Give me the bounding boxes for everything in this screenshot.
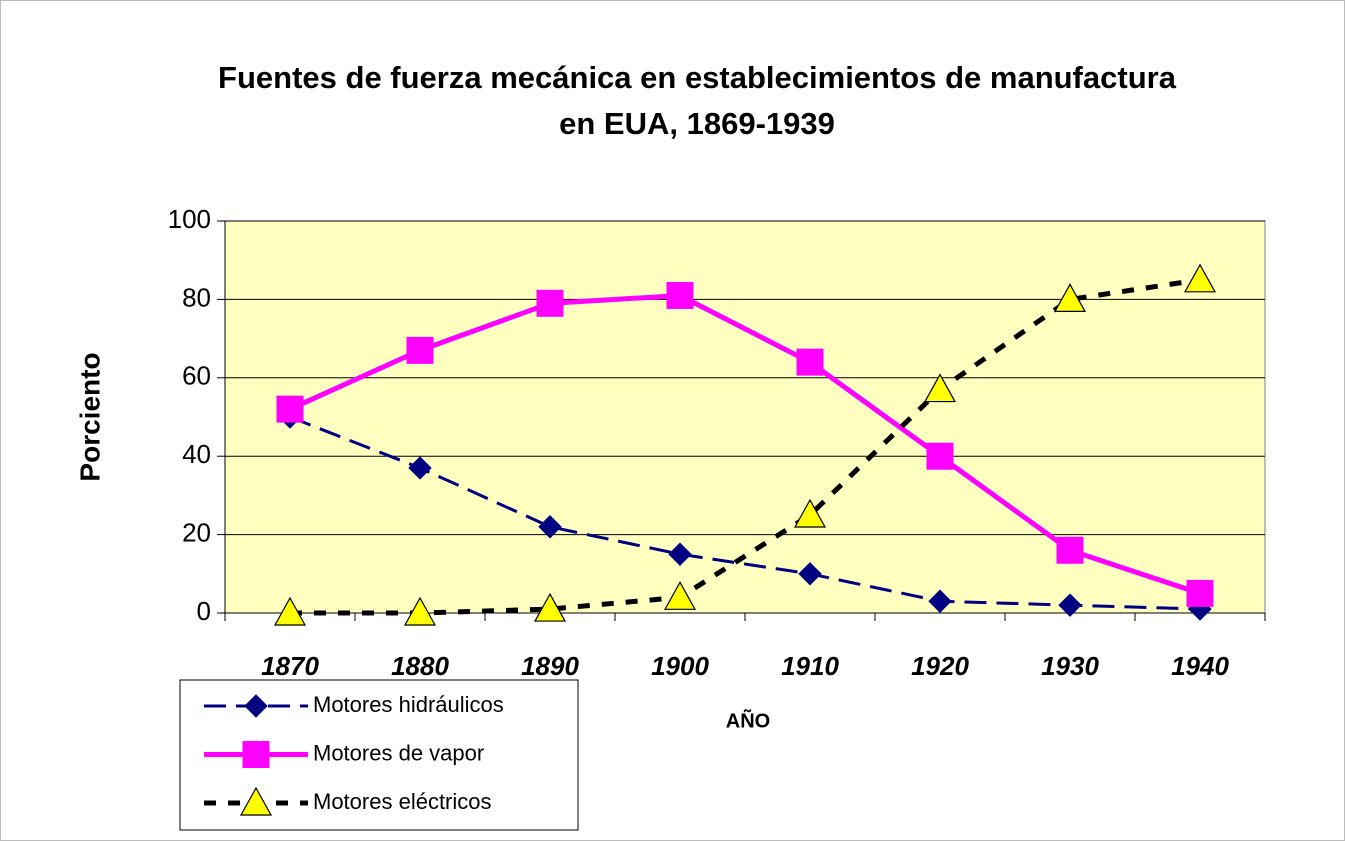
chart-title: Fuentes de fuerza mecánica en establecim… bbox=[218, 60, 1176, 141]
data-point bbox=[276, 395, 304, 423]
data-point bbox=[1058, 593, 1082, 617]
data-point bbox=[533, 592, 567, 622]
data-point bbox=[796, 348, 824, 376]
data-point bbox=[1056, 536, 1084, 564]
x-tick-label: 1880 bbox=[391, 651, 449, 681]
data-point bbox=[928, 589, 952, 613]
data-point bbox=[403, 596, 437, 626]
y-tick-label: 20 bbox=[182, 517, 211, 547]
series-line bbox=[288, 292, 1201, 596]
data-point bbox=[923, 373, 957, 403]
data-point bbox=[1053, 283, 1087, 312]
data-point bbox=[666, 281, 694, 309]
data-point bbox=[273, 596, 307, 626]
data-point bbox=[1186, 579, 1214, 607]
y-tick-label: 100 bbox=[168, 204, 211, 234]
data-point bbox=[406, 336, 434, 364]
data-point bbox=[538, 515, 562, 539]
legend-marker bbox=[239, 786, 273, 816]
series bbox=[273, 263, 1217, 626]
data-point bbox=[926, 442, 954, 470]
data-point bbox=[793, 498, 827, 528]
legend-label: Motores eléctricos bbox=[313, 789, 492, 814]
data-point bbox=[663, 581, 697, 610]
series bbox=[276, 281, 1214, 607]
y-tick-label: 60 bbox=[182, 361, 211, 391]
legend-label: Motores hidráulicos bbox=[313, 692, 504, 717]
data-point bbox=[668, 542, 692, 566]
series bbox=[278, 405, 1212, 621]
y-tick-label: 0 bbox=[197, 596, 211, 626]
data-point bbox=[1183, 263, 1217, 293]
x-tick-label: 1890 bbox=[521, 651, 579, 681]
y-tick-label: 80 bbox=[182, 282, 211, 312]
series-line bbox=[289, 415, 1201, 611]
series-line bbox=[290, 277, 1201, 616]
data-point bbox=[408, 456, 432, 480]
y-axis-title: Porciento bbox=[74, 352, 105, 481]
legend-label: Motores de vapor bbox=[313, 740, 484, 765]
plot-area bbox=[224, 220, 1266, 614]
x-tick-label: 1900 bbox=[651, 651, 709, 681]
legend-marker bbox=[242, 741, 270, 768]
x-tick-label: 1930 bbox=[1041, 651, 1099, 681]
data-point bbox=[536, 289, 564, 317]
x-tick-label: 1940 bbox=[1171, 651, 1229, 681]
x-tick-label: 1920 bbox=[911, 651, 969, 681]
data-point bbox=[798, 562, 822, 586]
y-tick-label: 40 bbox=[182, 439, 211, 469]
x-axis-title: AÑO bbox=[726, 709, 770, 732]
x-tick-label: 1910 bbox=[781, 651, 839, 681]
x-tick-label: 1870 bbox=[261, 651, 319, 681]
legend-marker bbox=[244, 694, 268, 718]
